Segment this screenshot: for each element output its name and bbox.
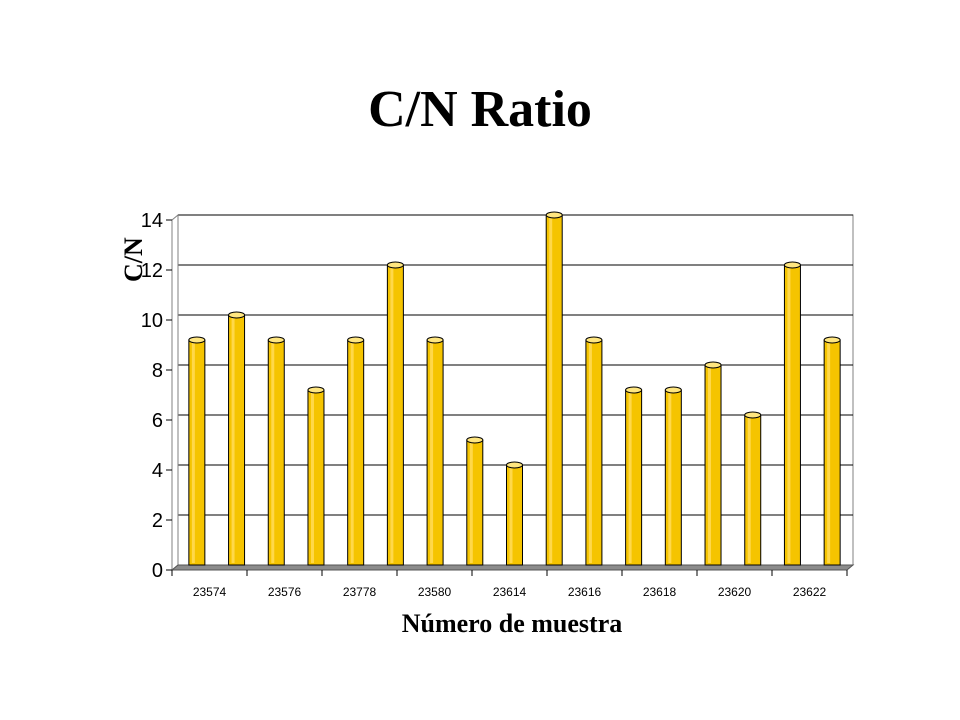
bar-top [466, 436, 484, 444]
bar [783, 261, 801, 566]
x-tick-label: 23622 [793, 585, 827, 599]
x-tick-label: 23620 [718, 585, 752, 599]
bar-body [744, 414, 762, 566]
bar-body [783, 264, 801, 566]
bar [267, 336, 285, 566]
bar-top [267, 336, 285, 344]
bar-top [426, 336, 444, 344]
bar-body [188, 339, 206, 566]
bar-body [426, 339, 444, 566]
bar-top [545, 211, 563, 219]
left-wall [171, 213, 179, 572]
bar-body [347, 339, 365, 566]
x-axis-title: Número de muestra [402, 609, 622, 638]
x-tick-label: 23616 [568, 585, 602, 599]
y-tick-label: 6 [152, 410, 163, 432]
x-tick-label: 23580 [418, 585, 452, 599]
bar [625, 386, 643, 566]
bar-highlight [628, 392, 632, 563]
bar-highlight [271, 342, 275, 563]
y-tick-label: 14 [141, 210, 163, 232]
bar [585, 336, 603, 566]
y-tick-label: 10 [141, 310, 163, 332]
bar [386, 261, 404, 566]
bar [545, 211, 563, 566]
bar-top [585, 336, 603, 344]
x-tick-label: 23576 [268, 585, 302, 599]
bar-body [506, 464, 523, 566]
bar [188, 336, 206, 566]
x-tick-label: 23618 [643, 585, 677, 599]
chart-floor [170, 564, 855, 571]
bar-top [347, 336, 365, 344]
bar-top [625, 386, 643, 394]
bar [466, 436, 484, 566]
bar-top [664, 386, 682, 394]
bar-top [823, 336, 841, 344]
bar-highlight [469, 442, 473, 563]
bar-body [267, 339, 285, 566]
x-axis-ticks: 23574 23576 23778 23580 23614 23616 23618 23620… [171, 570, 848, 599]
bar-highlight [350, 342, 354, 563]
page-title: C/N Ratio [368, 81, 592, 138]
bar [347, 336, 365, 566]
bar-series [188, 211, 841, 566]
bar-top [228, 311, 246, 319]
y-tick-label: 4 [152, 460, 163, 482]
y-tick-label: 8 [152, 360, 163, 382]
bar-highlight [549, 217, 553, 563]
bar [426, 336, 444, 566]
bar-body [664, 389, 682, 566]
bar [228, 311, 246, 566]
y-tick-label: 0 [152, 560, 163, 582]
bar-highlight [747, 417, 751, 563]
bar-top [307, 386, 325, 394]
x-tick-label: 23574 [193, 585, 227, 599]
bar [307, 386, 325, 566]
bar-highlight [827, 342, 831, 563]
bar [664, 386, 682, 566]
bar-body [307, 389, 325, 566]
x-tick-label: 23778 [343, 585, 377, 599]
bar-highlight [509, 467, 513, 563]
bar-body [466, 439, 484, 566]
bar-body [545, 214, 563, 566]
y-axis-ticks: 0 2 4 6 8 10 12 14 [141, 210, 172, 582]
bar-body [625, 389, 643, 566]
bar-highlight [588, 342, 592, 563]
bar-top [744, 411, 762, 419]
bar-highlight [231, 317, 235, 563]
bar-top [783, 261, 801, 269]
bar-body [228, 314, 246, 566]
plot-area [170, 213, 855, 572]
bar [744, 411, 762, 566]
bar-highlight [191, 342, 195, 563]
bar-body [704, 364, 722, 566]
y-tick-label: 2 [152, 510, 163, 532]
bar [823, 336, 841, 566]
y-tick-label: 12 [141, 260, 163, 282]
x-tick-label: 23614 [493, 585, 527, 599]
bar-body [386, 264, 404, 566]
bar [506, 461, 523, 566]
bar-highlight [668, 392, 672, 563]
bar-top [704, 361, 722, 369]
bar-body [585, 339, 603, 566]
bar [704, 361, 722, 566]
bar-top [506, 461, 523, 469]
bar-top [386, 261, 404, 269]
bar-highlight [390, 267, 394, 563]
y-axis-title: C/N [119, 237, 148, 282]
bar-highlight [787, 267, 791, 563]
bar-highlight [310, 392, 314, 563]
bar-body [823, 339, 841, 566]
bar-highlight [708, 367, 712, 563]
bar-top [188, 336, 206, 344]
bar-highlight [430, 342, 434, 563]
